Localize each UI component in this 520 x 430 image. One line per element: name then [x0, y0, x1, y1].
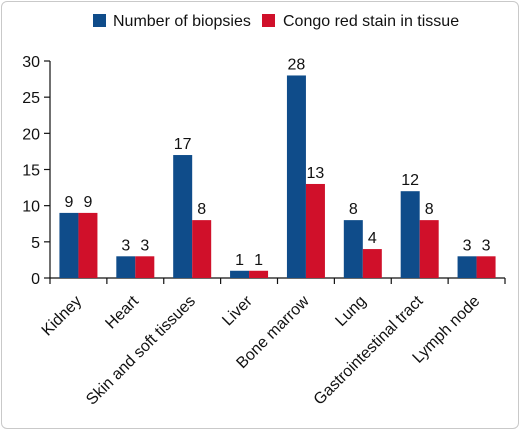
- data-label: 3: [121, 237, 130, 254]
- data-label: 3: [140, 237, 149, 254]
- y-tick-label: 10: [22, 199, 40, 216]
- bar-biopsies: [230, 270, 250, 278]
- legend: Number of biopsies Congo red stain in ti…: [93, 13, 459, 30]
- x-tick-label: Lung: [332, 293, 369, 330]
- y-tick-label: 0: [31, 271, 40, 288]
- bar-biopsies: [343, 220, 363, 278]
- data-label: 8: [197, 201, 206, 218]
- bar-congo-red: [249, 270, 269, 278]
- data-label: 1: [254, 252, 263, 269]
- data-label: 1: [235, 252, 244, 269]
- bar-biopsies: [457, 256, 477, 278]
- bar-biopsies: [286, 75, 306, 278]
- x-tick-label: Kidney: [39, 293, 86, 340]
- bar-congo-red: [362, 249, 382, 278]
- y-tick-label: 5: [31, 235, 40, 252]
- data-label: 4: [368, 230, 377, 247]
- bar-congo-red: [135, 256, 155, 278]
- x-tick-label: Skin and soft tissues: [83, 293, 199, 409]
- data-label: 9: [83, 194, 92, 211]
- bar-congo-red: [78, 212, 98, 278]
- y-tick-label: 15: [22, 163, 40, 180]
- data-label: 9: [64, 194, 73, 211]
- bar-congo-red: [476, 256, 496, 278]
- bar-biopsies: [173, 155, 193, 278]
- bar-congo-red: [419, 220, 439, 278]
- x-tick-label: Gastrointestinal tract: [311, 292, 427, 408]
- legend-label-congo-red: Congo red stain in tissue: [283, 13, 459, 30]
- bar-congo-red: [305, 183, 325, 278]
- data-label: 13: [307, 165, 325, 182]
- data-label: 3: [463, 237, 472, 254]
- bar-biopsies: [400, 191, 420, 278]
- bar-congo-red: [192, 220, 212, 278]
- bars: [59, 75, 496, 278]
- data-label: 12: [401, 172, 419, 189]
- legend-label-biopsies: Number of biopsies: [113, 13, 251, 30]
- data-label: 17: [174, 136, 192, 153]
- bar-biopsies: [116, 256, 136, 278]
- data-label: 3: [482, 237, 491, 254]
- legend-swatch-biopsies: [93, 14, 106, 27]
- bar-biopsies: [59, 212, 79, 278]
- data-label: 8: [425, 201, 434, 218]
- data-label: 28: [288, 56, 306, 73]
- y-tick-label: 20: [22, 126, 40, 143]
- y-tick-label: 30: [22, 54, 40, 71]
- legend-swatch-congo-red: [262, 14, 275, 27]
- y-tick-label: 25: [22, 90, 40, 107]
- x-tick-label: Heart: [102, 292, 142, 332]
- x-tick-label: Liver: [219, 292, 256, 329]
- data-label: 8: [349, 201, 358, 218]
